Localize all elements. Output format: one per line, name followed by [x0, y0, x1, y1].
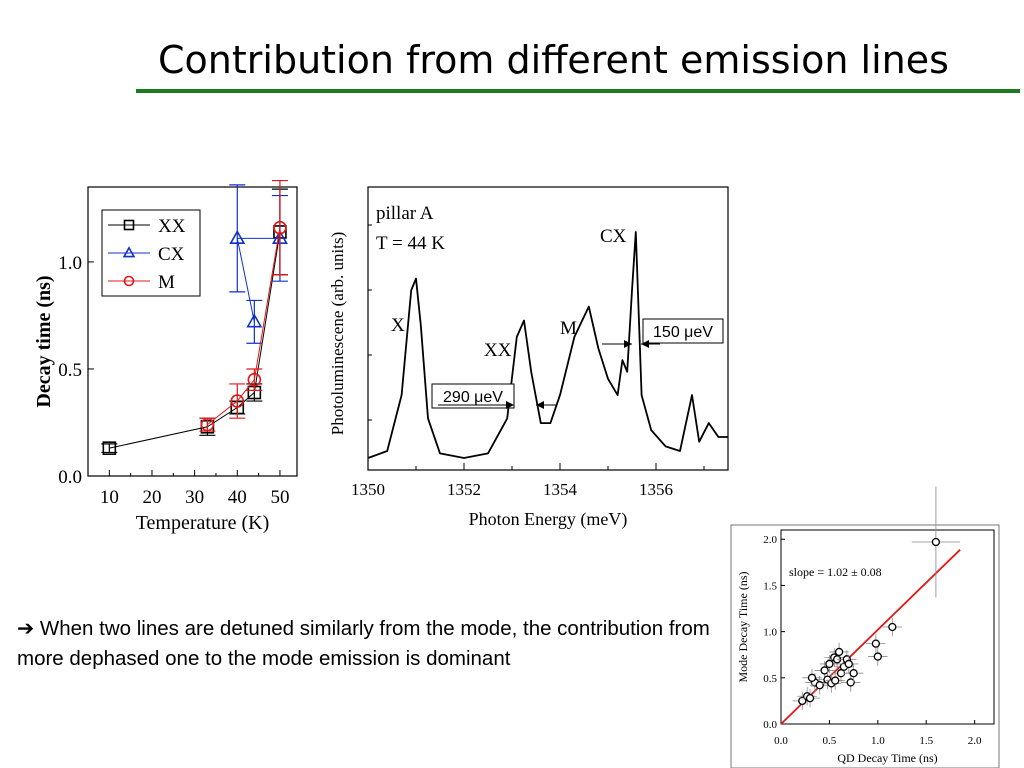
title-underline: [136, 89, 1020, 93]
plot-frame: [367, 186, 729, 471]
data-point: [844, 659, 853, 669]
peak-label-cx: CX: [600, 226, 627, 247]
data-point: [846, 678, 855, 687]
right-arrow-icon: ➔: [17, 617, 35, 640]
y-tick-label: 2.0: [763, 534, 777, 546]
data-point: [815, 681, 824, 690]
data-point: [871, 639, 881, 648]
arrow-head: [506, 401, 514, 409]
data-point: [825, 659, 834, 669]
annotation-temperature: T = 44 K: [376, 233, 445, 254]
x-tick-label: 50: [270, 487, 289, 508]
x-tick-label: 40: [228, 487, 247, 508]
y-tick-label: 0.5: [58, 360, 82, 381]
legend-label: XX: [158, 216, 186, 237]
legend-label: M: [158, 272, 175, 293]
x-axis-label: QD Decay Time (ns): [837, 751, 937, 765]
x-tick-label: 2.0: [968, 735, 982, 747]
arrow-head: [624, 340, 632, 348]
annotation-sample: pillar A: [376, 203, 434, 224]
data-point: [849, 669, 858, 678]
data-point: [102, 441, 117, 455]
x-tick-label: 1350: [351, 480, 385, 499]
data-point: [873, 652, 882, 661]
data-point: [834, 647, 844, 657]
figure-border: [730, 524, 1000, 768]
legend-marker: [122, 246, 136, 258]
y-axis-label: Decay time (ns): [33, 275, 55, 407]
data-point: [247, 372, 262, 387]
plot-frame: [780, 529, 995, 725]
arrow-head: [641, 340, 649, 348]
slope-annotation: slope = 1.02 ± 0.08: [789, 565, 882, 579]
x-tick-label: 20: [142, 487, 161, 508]
y-tick-label: 1.0: [763, 627, 777, 639]
series-line: [207, 227, 281, 426]
data-point: [888, 622, 897, 632]
note-body: When two lines are detuned similarly fro…: [17, 617, 710, 670]
y-tick-label: 0.5: [763, 673, 777, 685]
x-tick-label: 1354: [543, 480, 578, 499]
x-tick-label: 0.5: [823, 735, 837, 747]
data-point: [820, 666, 829, 675]
peak-label-x: X: [391, 315, 405, 336]
x-axis-label: Photon Energy (meV): [469, 509, 628, 530]
data-point: [798, 696, 807, 706]
y-tick-label: 0.0: [763, 719, 777, 731]
slide-title: Contribution from different emission lin…: [158, 38, 949, 82]
splitting-label-150: 150 μeV: [653, 324, 713, 341]
plot-frame: [87, 186, 298, 477]
y-axis-label: Mode Decay Time (ns): [736, 572, 750, 683]
data-point: [273, 220, 287, 235]
data-point: [831, 676, 840, 685]
peak-label-xx: XX: [484, 340, 512, 361]
data-point: [200, 417, 215, 432]
legend-marker: [123, 219, 135, 231]
x-tick-label: 1352: [447, 480, 481, 499]
data-point: [807, 673, 817, 682]
x-tick-label: 0.0: [774, 735, 788, 747]
arrow-head: [536, 401, 544, 409]
x-tick-label: 1.0: [871, 735, 885, 747]
peak-label-m: M: [560, 318, 577, 339]
data-point: [805, 693, 815, 703]
x-axis-label: Temperature (K): [136, 512, 270, 534]
note-text: ➔ When two lines are detuned similarly f…: [17, 614, 717, 674]
x-tick-label: 1.5: [919, 735, 933, 747]
data-point: [246, 313, 263, 328]
x-tick-label: 30: [185, 487, 204, 508]
y-axis-label: Photoluminescene (arb. units): [328, 232, 347, 436]
y-tick-label: 1.0: [58, 253, 82, 274]
x-tick-label: 10: [100, 487, 119, 508]
data-point: [230, 394, 245, 408]
splitting-box-150: [642, 318, 724, 344]
spectrum-line: [367, 231, 728, 459]
legend-label: CX: [158, 244, 185, 265]
data-point: [229, 229, 246, 244]
data-point: [931, 537, 941, 547]
splitting-label-290: 290 μeV: [443, 389, 503, 406]
x-tick-label: 1356: [639, 480, 673, 499]
y-tick-label: 0.0: [58, 467, 82, 488]
y-tick-label: 1.5: [763, 580, 777, 592]
splitting-box-290: [431, 383, 515, 409]
legend-marker: [123, 275, 135, 287]
